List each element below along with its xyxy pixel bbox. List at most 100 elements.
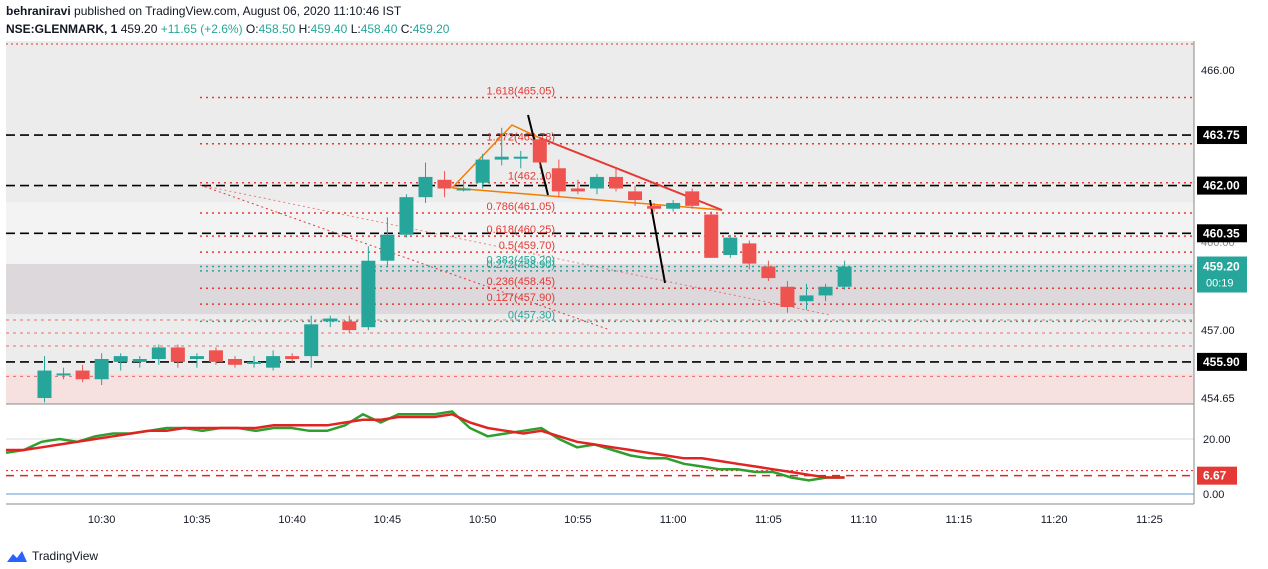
symbol-name[interactable]: NSE:GLENMARK, 1 [6,22,118,36]
candle-body [37,370,52,399]
candle-body [380,234,395,261]
rsi-level-tag [1197,466,1237,485]
candle-body [818,286,833,296]
fib-level-label: 0.5(459.70) [499,240,555,252]
level-tag-box [1197,352,1247,371]
candle-body [437,179,452,189]
candle-body [704,214,719,258]
candle-body [551,168,566,192]
candle-body [208,350,223,362]
low-label: L: [350,22,361,36]
time-axis-tick: 10:45 [374,514,402,526]
price-axis-tick: 466.00 [1201,65,1235,77]
level-tag-label: 460.35 [1203,226,1240,240]
support-zone-lower [6,374,1194,404]
level-tag-label: 455.90 [1203,355,1240,369]
fib-level-label: 0.382(459.20) [487,255,556,267]
close-value: 459.20 [412,22,450,36]
candle-body [628,191,643,201]
time-axis-tick: 11:05 [755,514,782,526]
shaded-top-area [6,41,1194,202]
candle-body [723,237,738,255]
publisher-name: behraniravi [6,4,71,18]
time-axis-tick: 10:40 [278,514,306,526]
time-axis-tick: 10:50 [469,514,497,526]
fib-level-label: 0.618(460.25) [487,224,556,236]
time-axis-tick: 11:00 [660,514,687,526]
candles [37,127,852,403]
price-tags: 463.75 462.00 460.35 455.90 459.20 00:19 6.67 [1197,126,1247,485]
time-axis-tick: 10:35 [183,514,211,526]
candle-body [532,139,547,163]
candle-body [609,176,623,189]
candle-body [666,202,681,209]
support-zone-mid [6,314,1194,374]
rsi-series-line [6,413,845,479]
fib-level-label: 1.618(465.05) [487,85,556,97]
publish-info: behraniravi published on TradingView.com… [6,4,401,18]
tradingview-brand-name: TradingView [32,549,99,563]
last-price: 459.20 [120,22,158,36]
candle-body [570,188,585,192]
fib-trend-line [199,184,831,316]
fib-level-label: 1(462.10) [508,171,555,183]
candle-body [589,176,604,189]
low-value: 458.40 [360,22,398,36]
level-tag-box [1197,224,1247,243]
open-value: 458.50 [258,22,296,36]
high-value: 459.40 [310,22,348,36]
time-axis-tick: 10:30 [88,514,116,526]
support-zone-upper [6,264,1194,314]
candle-body [837,266,852,287]
fib-level-label: 0.236(458.45) [487,276,556,288]
candle-body [304,324,319,357]
candle-body [399,197,414,235]
price-axis-tick: 457.00 [1201,325,1235,337]
fib-level-label: 0.786(461.05) [487,201,556,213]
candle-body [189,356,204,359]
rsi-axis-tick: 20.00 [1203,434,1231,446]
fib-level-label: 0.272(458.90) [487,259,556,271]
candle-body [494,156,509,160]
current-price-tag [1197,256,1247,293]
time-axis-tick: 11:25 [1136,514,1163,526]
candle-body [75,370,90,380]
candle-body [361,260,376,328]
candle-body [780,286,795,307]
open-label: O: [245,22,259,36]
tradingview-brand[interactable]: TradingView [6,549,98,563]
candle-body [742,243,757,264]
candle-body [285,356,300,359]
candle-body [151,347,166,359]
tradingview-logo-icon [7,551,27,562]
publish-text: published on TradingView.com, August 06,… [74,4,402,18]
rsi-series-line [5,410,845,482]
level-tag-box [1197,126,1247,145]
candle-body [228,359,242,365]
time-axis-tick: 11:15 [946,514,973,526]
time-axis-tick: 11:10 [850,514,877,526]
candle-body [56,373,71,376]
current-price-label: 459.20 [1203,260,1240,274]
candle-body [342,321,357,331]
rsi-axis-tick: 0.00 [1203,489,1224,501]
high-label: H: [298,22,311,36]
price-axis-tick: 454.65 [1201,393,1235,405]
candle-body [513,156,528,159]
price-change: +11.65 (+2.6%) [160,22,243,36]
candle-body [170,347,185,362]
level-tag-label: 462.00 [1203,179,1240,193]
candle-body [94,359,109,380]
level-tag-label: 463.75 [1203,128,1240,142]
rsi-pane [5,410,1194,495]
candle-body [247,361,262,364]
rsi-level-label: 6.67 [1203,469,1227,483]
time-axis-tick: 10:55 [564,514,592,526]
candle-body [323,318,338,322]
candle-body [647,205,662,209]
candle-body [761,266,776,279]
candle-body [799,295,814,302]
symbol-info: NSE:GLENMARK, 1 459.20 +11.65 (+2.6%) O:… [6,22,449,36]
